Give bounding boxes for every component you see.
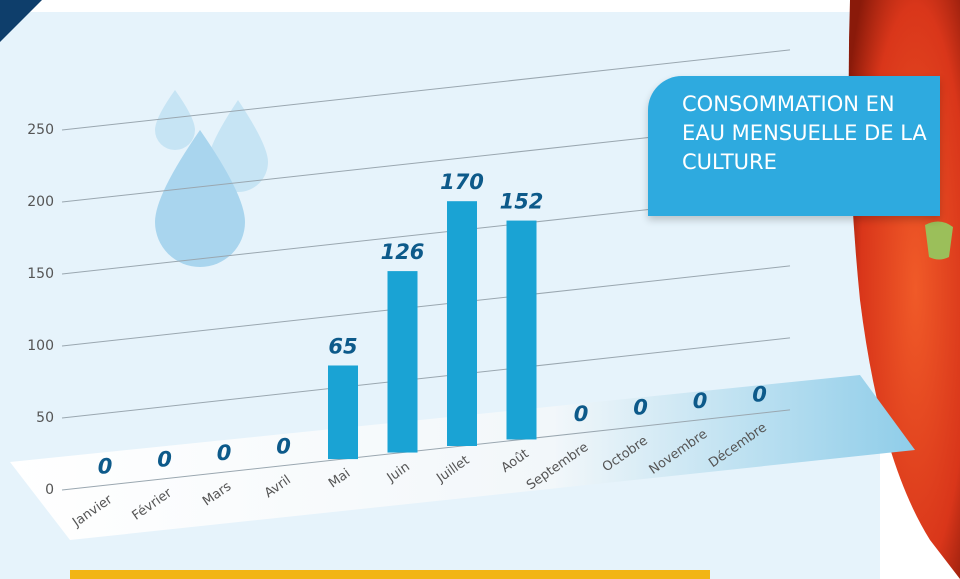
yellow-band: [70, 570, 710, 579]
value-label: 170: [440, 170, 484, 194]
floor: [10, 375, 915, 540]
grid-line: [61, 265, 791, 347]
y-tick-label: 150: [27, 266, 54, 282]
bar: [387, 271, 418, 453]
value-label: 0: [574, 402, 589, 426]
grid-line: [61, 409, 791, 491]
bar: [506, 220, 537, 440]
corner: [0, 0, 42, 42]
grid-line: [61, 337, 791, 419]
drop: [155, 90, 195, 150]
value-label: 0: [217, 441, 232, 465]
value-label: 0: [157, 448, 172, 472]
bar: [447, 201, 477, 446]
value-label: 152: [500, 190, 544, 214]
chart-title: CONSOMMATION EN EAU MENSUELLE DE LA CULT…: [648, 76, 940, 216]
y-tick-label: 250: [27, 122, 54, 138]
value-label: 0: [633, 395, 648, 419]
value-label: 126: [381, 240, 425, 264]
y-tick-label: 100: [27, 338, 54, 354]
bar: [328, 365, 358, 460]
grid-line: [61, 49, 791, 131]
value-label: 0: [752, 382, 767, 406]
value-label: 0: [98, 454, 113, 478]
tomato-stem: [925, 221, 953, 260]
y-tick-label: 50: [36, 410, 54, 426]
value-label: 0: [693, 389, 708, 413]
y-tick-label: 200: [27, 194, 54, 210]
value-label: 0: [276, 435, 291, 459]
y-tick-label: 0: [45, 482, 54, 498]
value-label: 65: [328, 334, 357, 358]
drop: [155, 130, 245, 267]
